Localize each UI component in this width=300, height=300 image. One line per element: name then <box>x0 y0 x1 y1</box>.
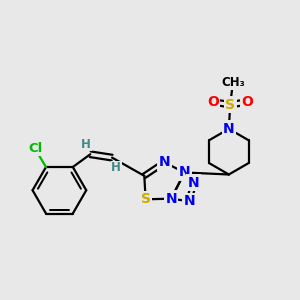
Text: Cl: Cl <box>29 142 43 155</box>
Text: O: O <box>208 95 219 109</box>
Text: N: N <box>165 192 177 206</box>
Text: N: N <box>159 155 170 170</box>
Text: H: H <box>111 161 121 174</box>
Text: N: N <box>183 194 195 208</box>
Text: N: N <box>188 176 200 190</box>
Text: N: N <box>223 122 235 136</box>
Text: S: S <box>141 192 151 206</box>
Text: N: N <box>179 166 190 179</box>
Text: S: S <box>225 98 235 112</box>
Text: H: H <box>81 138 91 151</box>
Text: O: O <box>241 95 253 109</box>
Text: CH₃: CH₃ <box>221 76 245 89</box>
